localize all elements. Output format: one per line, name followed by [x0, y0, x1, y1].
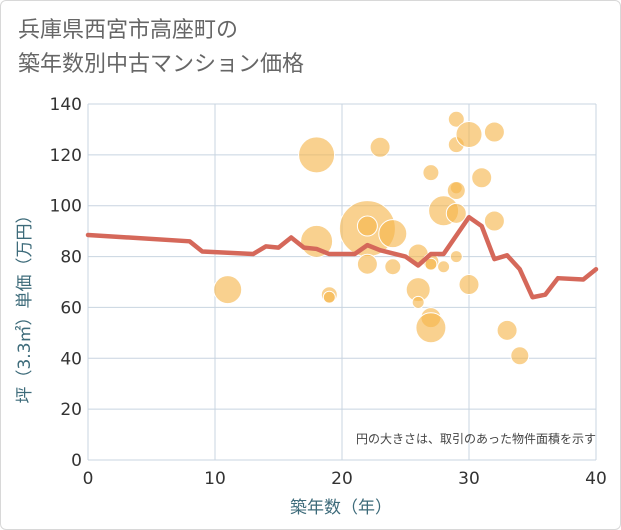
bubble-26	[449, 250, 463, 264]
y-tick-label-0: 0	[71, 451, 82, 471]
bubble-9	[378, 219, 408, 249]
bubble-14	[422, 164, 440, 182]
x-tick-label-1: 10	[204, 469, 226, 489]
x-tick-label-3: 30	[458, 469, 480, 489]
x-tick-label-0: 0	[83, 469, 94, 489]
bubble-1	[298, 136, 336, 174]
bubble-20	[437, 260, 451, 274]
bubble-33	[510, 346, 530, 366]
x-tick-label-4: 40	[585, 469, 607, 489]
bubble-16	[424, 257, 438, 271]
bubble-27	[455, 121, 483, 149]
y-tick-label-2: 40	[60, 349, 82, 369]
bubble-8	[369, 136, 391, 158]
bubble-0	[213, 275, 243, 305]
bubble-30	[483, 121, 505, 143]
y-tick-label-6: 120	[50, 146, 82, 166]
x-axis-label: 築年数（年）	[290, 498, 392, 518]
bubble-13	[411, 295, 425, 309]
title-line-1: 兵庫県西宮市高座町の	[18, 18, 239, 43]
bubble-18	[415, 312, 447, 344]
bubble-29	[471, 167, 493, 189]
y-tick-label-1: 20	[60, 400, 82, 420]
bubble-7	[356, 253, 378, 275]
average-line-layer	[85, 214, 599, 300]
bubble-10	[384, 258, 402, 276]
y-axis-label: 坪（3.3㎡）単価（万円）	[15, 206, 35, 403]
bubble-32	[496, 319, 518, 341]
y-tick-label-7: 140	[50, 95, 82, 115]
title-line-2: 築年数別中古マンション価格	[18, 52, 305, 77]
bubble-21	[447, 110, 465, 128]
tick-labels: 0 10 20 30 40 0 20 40 60 80 100 120 140	[50, 95, 607, 489]
bubble-6	[356, 215, 378, 237]
y-tick-label-5: 100	[50, 197, 82, 217]
grid-lines	[87, 103, 597, 461]
bubble-25	[445, 202, 467, 224]
chart-title: 兵庫県西宮市高座町の 築年数別中古マンション価格	[18, 14, 304, 82]
bubble-31	[483, 210, 505, 232]
bubble-24	[446, 180, 466, 200]
size-note: 円の大きさは、取引のあった物件面積を示す	[356, 431, 596, 446]
bubble-layer	[213, 110, 530, 366]
bubble-28	[458, 274, 480, 296]
y-tick-label-3: 60	[60, 298, 82, 318]
x-tick-label-2: 20	[331, 469, 353, 489]
y-tick-label-4: 80	[60, 248, 82, 268]
average-price-line	[85, 214, 599, 300]
bubble-4	[322, 290, 336, 304]
